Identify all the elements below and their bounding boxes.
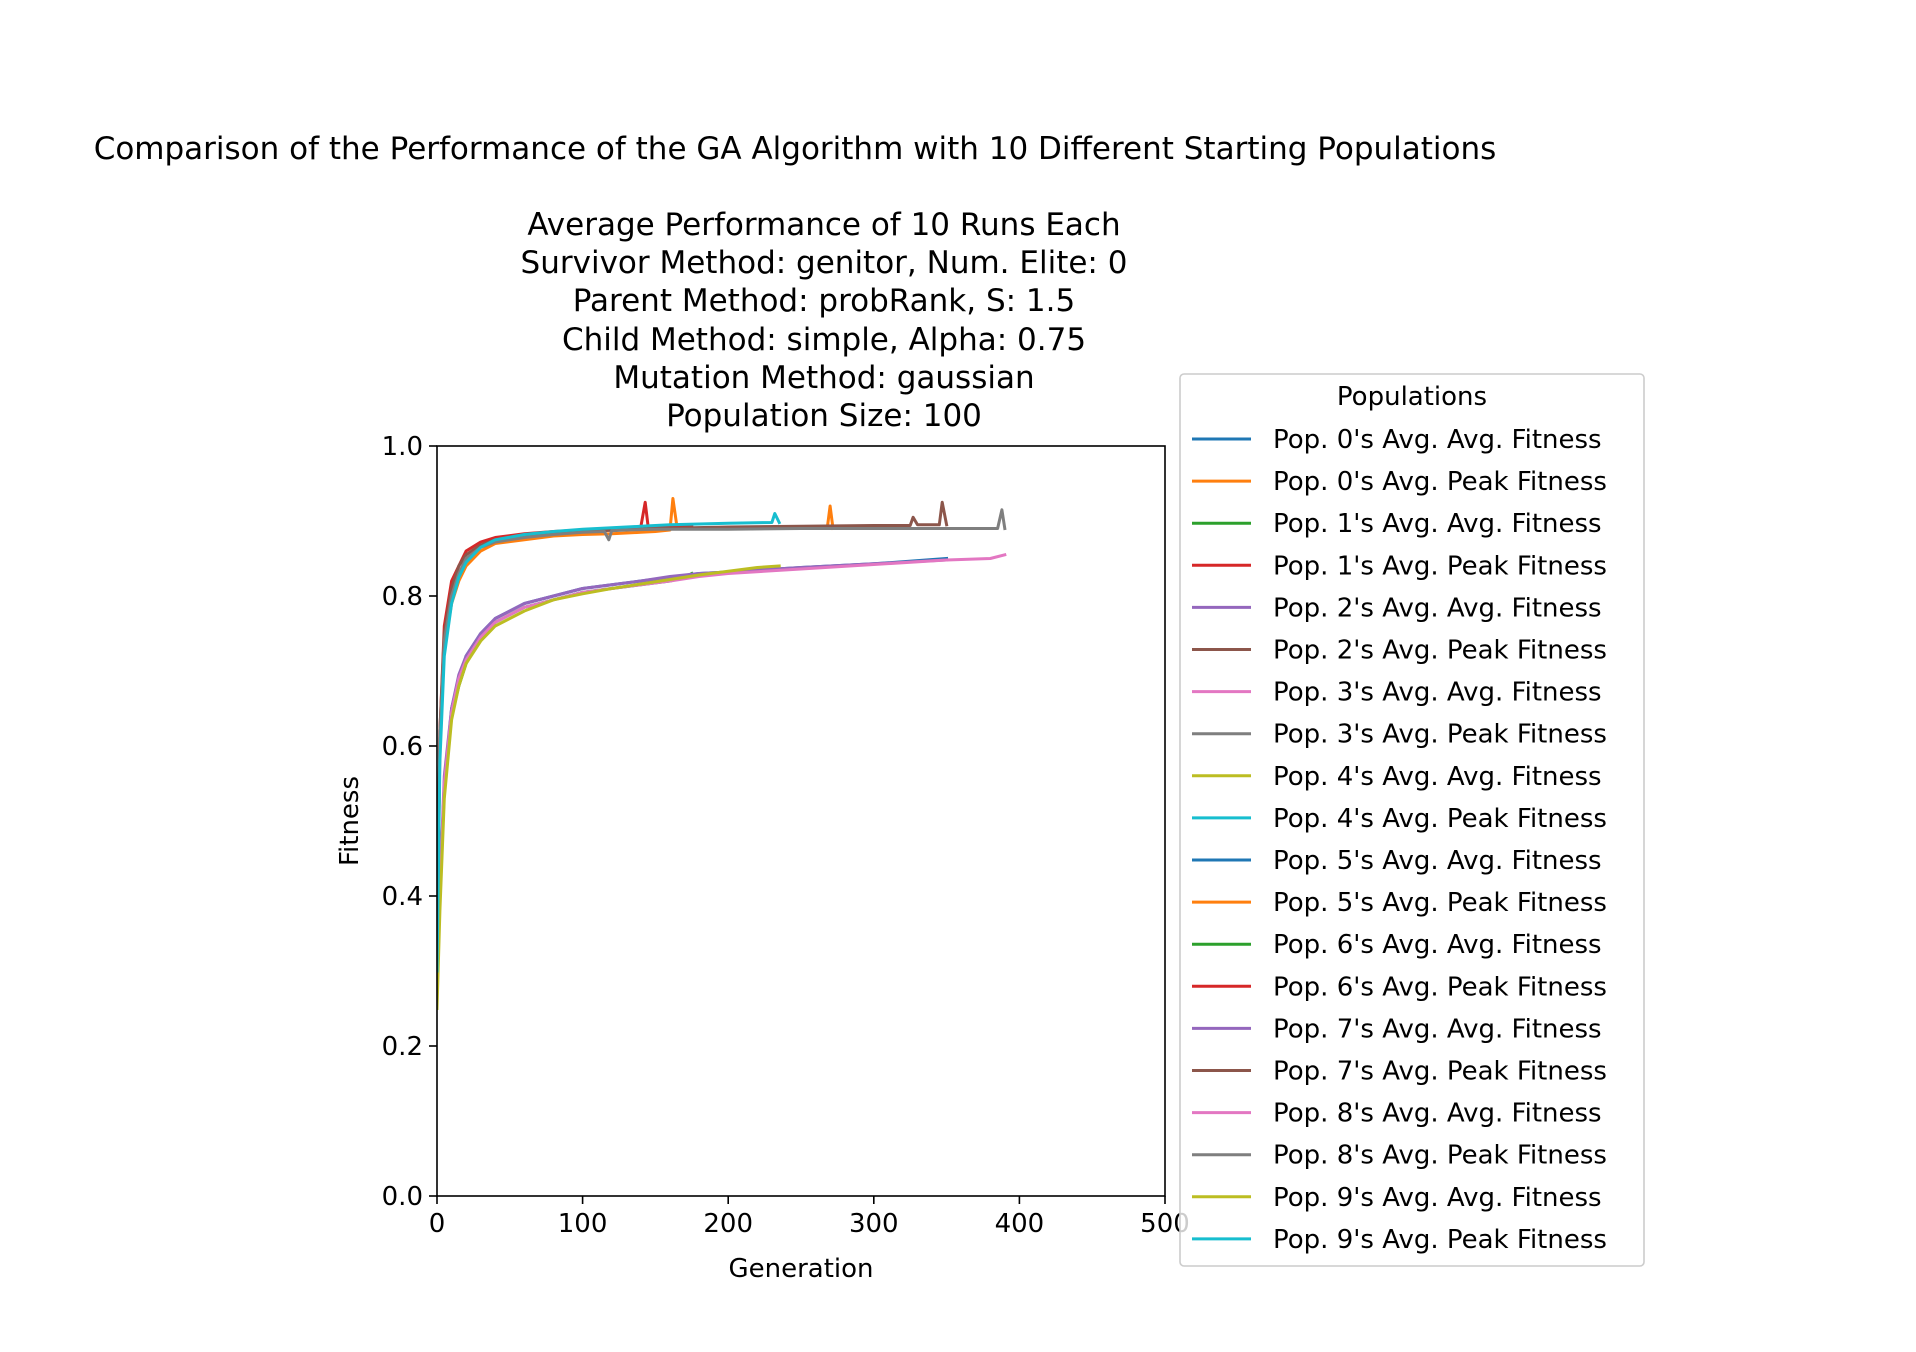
chart-title: Average Performance of 10 Runs Each Surv…: [521, 207, 1128, 434]
legend-entry: Pop. 5's Avg. Peak Fitness: [1192, 888, 1607, 918]
legend-entry: Pop. 1's Avg. Peak Fitness: [1192, 551, 1607, 581]
title-line-3: Parent Method: probRank, S: 1.5: [573, 283, 1075, 319]
legend: Populations Pop. 0's Avg. Avg. FitnessPo…: [1179, 373, 1645, 1267]
legend-entry: Pop. 2's Avg. Peak Fitness: [1192, 636, 1607, 666]
x-tick-label: 300: [849, 1209, 899, 1239]
y-tick-label: 0.8: [382, 582, 423, 612]
x-axis-label: Generation: [728, 1254, 873, 1284]
legend-entry: Pop. 8's Avg. Avg. Fitness: [1192, 1099, 1602, 1129]
legend-entry: Pop. 3's Avg. Avg. Fitness: [1192, 678, 1602, 708]
legend-label: Pop. 4's Avg. Peak Fitness: [1273, 804, 1607, 834]
series-line-2-avg: [437, 571, 694, 996]
legend-entry: Pop. 1's Avg. Avg. Fitness: [1192, 509, 1602, 539]
legend-label: Pop. 9's Avg. Peak Fitness: [1273, 1225, 1607, 1255]
y-tick-label: 1.0: [382, 432, 423, 462]
legend-entry: Pop. 3's Avg. Peak Fitness: [1192, 720, 1607, 750]
title-line-1: Average Performance of 10 Runs Each: [527, 207, 1120, 243]
series-line-3-peak: [437, 500, 694, 973]
series-line-9-peak: [437, 512, 782, 973]
y-axis-label: Fitness: [335, 776, 365, 866]
title-line-4: Child Method: simple, Alpha: 0.75: [562, 322, 1086, 358]
y-tick-label: 0.4: [382, 882, 423, 912]
legend-entry: Pop. 4's Avg. Avg. Fitness: [1192, 762, 1602, 792]
x-axis: 0 100 200 300 400 500: [429, 1196, 1190, 1239]
legend-entry: Pop. 0's Avg. Avg. Fitness: [1192, 425, 1602, 455]
legend-label: Pop. 0's Avg. Peak Fitness: [1273, 467, 1607, 497]
legend-entries: Pop. 0's Avg. Avg. Fitness Pop. 0's Avg. …: [1192, 425, 1607, 1255]
title-line-6: Population Size: 100: [666, 398, 982, 434]
legend-label: Pop. 4's Avg. Avg. Fitness: [1273, 762, 1602, 792]
legend-entry: Pop. 0's Avg. Peak Fitness: [1192, 467, 1607, 497]
series-line-0-avg: [437, 556, 949, 996]
y-tick-label: 0.2: [382, 1032, 423, 1062]
legend-label: Pop. 7's Avg. Peak Fitness: [1273, 1057, 1607, 1087]
chart-suptitle: Comparison of the Performance of the GA …: [94, 131, 1497, 167]
legend-label: Pop. 8's Avg. Avg. Fitness: [1273, 1099, 1602, 1129]
legend-label: Pop. 2's Avg. Peak Fitness: [1273, 636, 1607, 666]
y-tick-label: 0.6: [382, 732, 423, 762]
x-tick-label: 200: [703, 1209, 753, 1239]
axes-frame: [436, 445, 1166, 1197]
legend-label: Pop. 1's Avg. Avg. Fitness: [1273, 509, 1602, 539]
series-layer: [437, 497, 1007, 1011]
legend-entry: Pop. 6's Avg. Peak Fitness: [1192, 972, 1607, 1002]
legend-entry: Pop. 8's Avg. Peak Fitness: [1192, 1141, 1607, 1171]
title-line-2: Survivor Method: genitor, Num. Elite: 0: [521, 245, 1128, 281]
legend-label: Pop. 0's Avg. Avg. Fitness: [1273, 425, 1602, 455]
x-tick-label: 100: [558, 1209, 608, 1239]
legend-entry: Pop. 2's Avg. Avg. Fitness: [1192, 593, 1602, 623]
legend-label: Pop. 5's Avg. Peak Fitness: [1273, 888, 1607, 918]
legend-entry: Pop. 7's Avg. Avg. Fitness: [1192, 1014, 1602, 1044]
legend-label: Pop. 6's Avg. Avg. Fitness: [1273, 930, 1602, 960]
legend-label: Pop. 3's Avg. Avg. Fitness: [1273, 678, 1602, 708]
legend-entry: Pop. 4's Avg. Peak Fitness: [1192, 804, 1607, 834]
legend-label: Pop. 1's Avg. Peak Fitness: [1273, 551, 1607, 581]
legend-label: Pop. 6's Avg. Peak Fitness: [1273, 972, 1607, 1002]
y-tick-label: 0.0: [382, 1182, 423, 1212]
series-line-7-peak: [437, 508, 1007, 973]
legend-label: Pop. 8's Avg. Peak Fitness: [1273, 1141, 1607, 1171]
series-line-6-avg: [437, 552, 1007, 996]
legend-entry: Pop. 9's Avg. Avg. Fitness: [1192, 1183, 1602, 1213]
title-line-5: Mutation Method: gaussian: [613, 360, 1034, 396]
plot-area: [436, 445, 1166, 1197]
legend-entry: Pop. 5's Avg. Avg. Fitness: [1192, 846, 1602, 876]
y-axis: 0.0 0.2 0.4 0.6 0.8 1.0: [382, 432, 437, 1212]
series-line-4-avg: [437, 558, 949, 996]
legend-entry: Pop. 9's Avg. Peak Fitness: [1192, 1225, 1607, 1255]
legend-label: Pop. 9's Avg. Avg. Fitness: [1273, 1183, 1602, 1213]
x-tick-label: 400: [995, 1209, 1045, 1239]
x-tick-label: 0: [429, 1209, 446, 1239]
legend-label: Pop. 2's Avg. Avg. Fitness: [1273, 593, 1602, 623]
legend-title: Populations: [1337, 382, 1487, 412]
legend-label: Pop. 3's Avg. Peak Fitness: [1273, 720, 1607, 750]
series-line-8-avg: [437, 564, 781, 1011]
legend-label: Pop. 5's Avg. Avg. Fitness: [1273, 846, 1602, 876]
legend-entry: Pop. 7's Avg. Peak Fitness: [1192, 1057, 1607, 1087]
legend-label: Pop. 7's Avg. Avg. Fitness: [1273, 1014, 1602, 1044]
legend-box: [1179, 373, 1645, 1267]
legend-entry: Pop. 6's Avg. Avg. Fitness: [1192, 930, 1602, 960]
